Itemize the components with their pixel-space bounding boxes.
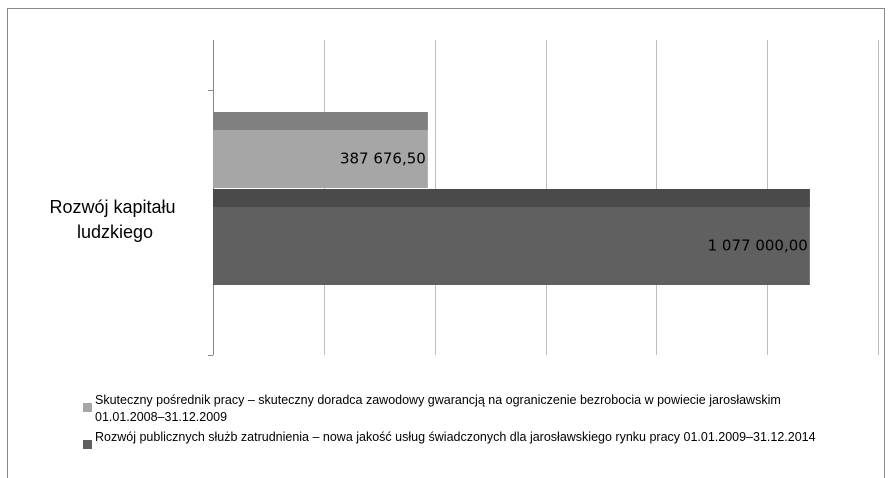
value-label: 387 676,50	[340, 150, 426, 168]
legend-label: Rozwój publicznych służb zatrudnienia – …	[95, 430, 816, 444]
bar	[213, 189, 810, 285]
chart-border	[7, 8, 885, 478]
legend-swatch	[83, 403, 92, 412]
bar-top	[213, 112, 428, 130]
bar	[213, 112, 428, 188]
legend-swatch	[83, 440, 92, 449]
category-label: Rozwój kapitału ludzkiego	[49, 197, 180, 242]
value-label: 1 077 000,00	[708, 237, 808, 255]
legend-label: Skuteczny pośrednik pracy – skuteczny do…	[95, 393, 784, 424]
bar-top	[213, 189, 810, 207]
